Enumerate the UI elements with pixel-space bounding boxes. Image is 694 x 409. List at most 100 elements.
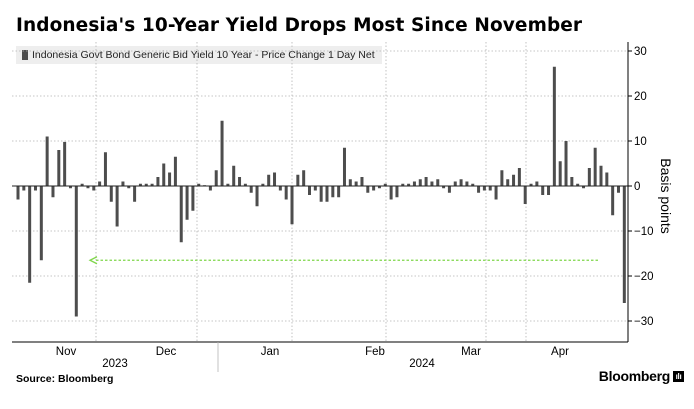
y-tick-label: −30 xyxy=(634,316,654,328)
y-tick-label: 0 xyxy=(634,181,640,193)
bar xyxy=(523,186,527,204)
bar xyxy=(144,183,148,186)
y-tick-label: −20 xyxy=(634,271,654,283)
bar xyxy=(22,186,26,191)
bar xyxy=(80,183,84,186)
bar xyxy=(471,183,475,186)
bar xyxy=(482,186,486,191)
bar xyxy=(168,172,172,186)
bar xyxy=(564,141,568,186)
bar xyxy=(127,186,131,189)
bar xyxy=(197,183,201,186)
bars xyxy=(16,66,626,317)
brand-name: Bloomberg xyxy=(598,368,671,384)
bar xyxy=(377,186,381,189)
y-tick-label: 20 xyxy=(634,91,647,103)
bar xyxy=(447,186,451,193)
chart-title: Indonesia's 10-Year Yield Drops Most Sin… xyxy=(16,15,583,36)
bar xyxy=(500,170,504,186)
bar xyxy=(552,66,556,186)
bar xyxy=(138,183,142,186)
bar xyxy=(86,186,90,189)
legend-label: Indonesia Govt Bond Generic Bid Yield 10… xyxy=(32,49,375,61)
bar xyxy=(308,186,311,195)
bar xyxy=(587,168,591,186)
bar xyxy=(570,177,574,186)
bar xyxy=(541,186,545,195)
legend: Indonesia Govt Bond Generic Bid Yield 10… xyxy=(16,46,382,64)
bar xyxy=(273,172,277,186)
bar xyxy=(33,186,37,191)
bar xyxy=(611,186,615,216)
bar xyxy=(261,183,265,186)
bar xyxy=(488,186,492,191)
bar xyxy=(477,186,481,193)
bar xyxy=(121,181,125,186)
bar xyxy=(331,186,335,198)
bar xyxy=(214,170,218,186)
bar xyxy=(407,183,411,186)
bar xyxy=(238,177,242,186)
bar xyxy=(39,186,43,261)
bar xyxy=(278,186,282,191)
bar xyxy=(68,186,72,189)
bar xyxy=(191,186,195,211)
bar xyxy=(383,183,387,186)
bar xyxy=(599,165,603,186)
bar xyxy=(401,183,405,186)
bar xyxy=(389,186,393,200)
bar xyxy=(605,172,609,186)
bar xyxy=(243,183,247,186)
bar xyxy=(366,186,370,193)
bar xyxy=(535,181,539,186)
bar xyxy=(249,186,253,193)
bar xyxy=(512,174,516,186)
y-tick-label: 30 xyxy=(634,46,647,58)
bar xyxy=(16,186,20,200)
bar xyxy=(284,186,288,200)
bar xyxy=(98,181,102,186)
bar xyxy=(232,165,236,186)
brand-logo-icon: ılı xyxy=(673,370,684,382)
bar xyxy=(220,120,224,186)
bar xyxy=(517,168,521,186)
y-tick-label: 10 xyxy=(634,136,647,148)
bar xyxy=(395,186,399,198)
bar xyxy=(267,174,271,186)
bar xyxy=(453,181,457,186)
bar xyxy=(506,179,510,186)
bar xyxy=(290,186,294,225)
bar xyxy=(51,186,55,198)
bar xyxy=(424,177,428,186)
bar xyxy=(63,141,67,186)
bar xyxy=(103,152,107,186)
bar xyxy=(179,186,183,243)
bar xyxy=(133,186,137,202)
bar xyxy=(185,186,189,220)
y-axis-title: Basis points xyxy=(658,158,674,233)
bar xyxy=(156,177,160,186)
x-tick-label: Jan xyxy=(261,346,280,358)
bar xyxy=(325,186,329,202)
bar xyxy=(547,186,551,195)
bar xyxy=(412,181,416,186)
bar xyxy=(576,183,580,186)
bar xyxy=(418,179,422,186)
x-tick-label: Apr xyxy=(551,346,569,358)
bar xyxy=(162,163,166,186)
bar xyxy=(109,186,113,202)
bar xyxy=(354,181,358,186)
bar xyxy=(337,186,341,198)
axes xyxy=(12,42,632,372)
bar xyxy=(622,186,626,303)
bar xyxy=(436,179,440,186)
x-tick-label: Dec xyxy=(156,346,177,358)
bar xyxy=(319,186,323,202)
brand: Bloomberg ılı xyxy=(599,368,684,384)
annotation xyxy=(88,256,598,265)
bar xyxy=(342,147,346,186)
x-year-label: 2024 xyxy=(409,358,435,370)
x-tick-label: Nov xyxy=(56,346,77,358)
bar xyxy=(459,179,463,186)
